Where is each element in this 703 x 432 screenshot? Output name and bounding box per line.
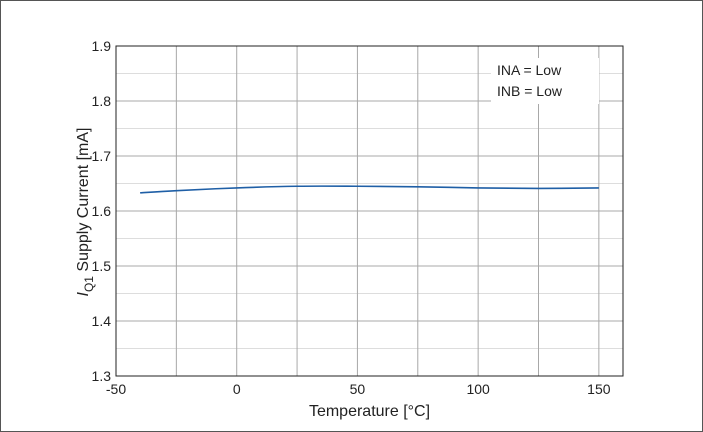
- annotation-ina: INA = Low: [497, 62, 562, 78]
- y-axis-text: Supply Current [mA]: [75, 128, 92, 277]
- x-tick-label: 50: [350, 381, 366, 397]
- x-tick-labels: -50 0 50 100 150: [106, 381, 611, 397]
- x-tick-label: -50: [106, 381, 126, 397]
- y-axis-symbol: I: [75, 291, 92, 296]
- y-axis-subscript: Q1: [82, 276, 96, 292]
- x-tick-label: 100: [466, 381, 490, 397]
- y-tick-label: 1.4: [92, 313, 112, 329]
- y-tick-label: 1.9: [92, 38, 112, 54]
- series-layer: [140, 185, 599, 194]
- x-axis-label: Temperature [°C]: [309, 403, 430, 420]
- y-tick-label: 1.3: [92, 368, 112, 384]
- legend-background: [491, 58, 599, 104]
- plot-border: [115, 45, 624, 377]
- y-tick-label: 1.7: [92, 148, 112, 164]
- legend-box: INA = Low INB = Low: [491, 58, 599, 104]
- annotation-inb: INB = Low: [497, 83, 563, 99]
- x-tick-label: 150: [587, 381, 611, 397]
- series-line: [140, 185, 599, 194]
- y-tick-labels: 1.3 1.4 1.5 1.6 1.7 1.8 1.9: [92, 38, 112, 384]
- y-tick-label: 1.8: [92, 93, 112, 109]
- y-tick-label: 1.5: [92, 258, 112, 274]
- y-axis-label: IQ1 Supply Current [mA]: [75, 128, 96, 297]
- y-tick-label: 1.6: [92, 203, 112, 219]
- x-tick-label: 0: [233, 381, 241, 397]
